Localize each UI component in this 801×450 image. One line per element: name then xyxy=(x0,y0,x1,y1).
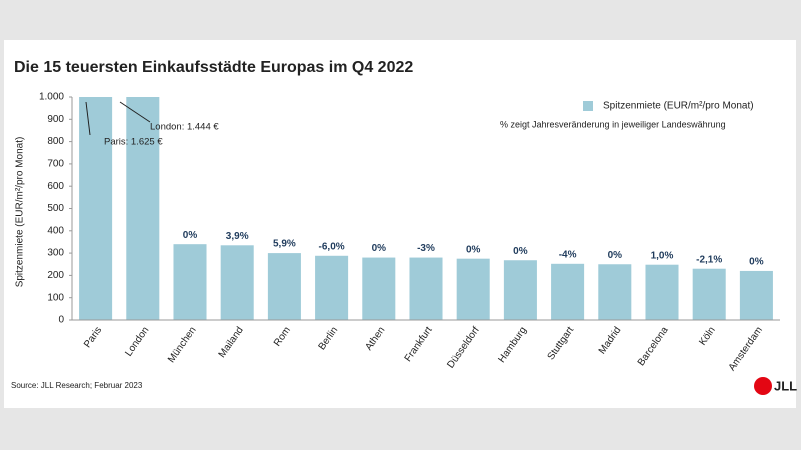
y-tick-label: 800 xyxy=(47,136,64,147)
bar xyxy=(267,253,301,320)
logo: JLL xyxy=(774,378,797,393)
change-label: -4% xyxy=(559,249,577,260)
change-label: 0% xyxy=(372,243,387,254)
bar xyxy=(409,257,443,320)
change-label: 0% xyxy=(466,244,481,255)
y-tick-label: 500 xyxy=(47,203,64,214)
y-tick-label: 400 xyxy=(47,225,64,236)
legend-label: Spitzenmiete (EUR/m²/pro Monat) xyxy=(603,101,754,112)
bar xyxy=(692,268,726,320)
y-tick-label: 200 xyxy=(47,270,64,281)
legend-note: % zeigt Jahresveränderung in jeweiliger … xyxy=(500,119,726,129)
arrow xyxy=(119,101,151,123)
y-tick-label: 700 xyxy=(47,159,64,170)
bar xyxy=(503,260,537,320)
y-tick-label: 300 xyxy=(47,248,64,259)
bar xyxy=(739,270,773,320)
change-label: 5,9% xyxy=(273,239,296,250)
logo-mark xyxy=(754,377,772,395)
change-label: 0% xyxy=(608,250,623,261)
chart-title: Die 15 teuersten Einkaufsstädte Europas … xyxy=(14,59,413,76)
bar xyxy=(456,258,490,320)
bar xyxy=(173,244,207,320)
change-label: -6,0% xyxy=(319,241,345,252)
annotation: London: 1.444 € xyxy=(150,122,219,133)
arrow xyxy=(85,101,91,136)
bar xyxy=(220,245,254,320)
change-label: 3,9% xyxy=(226,231,249,242)
change-label: 1,0% xyxy=(651,250,674,261)
y-tick-label: 1.000 xyxy=(39,92,64,103)
bar xyxy=(362,257,396,320)
change-label: -3% xyxy=(417,243,435,254)
bar xyxy=(315,255,349,320)
change-label: 0% xyxy=(513,246,528,257)
y-tick-label: 600 xyxy=(47,181,64,192)
annotation: Paris: 1.625 € xyxy=(104,137,163,148)
bar xyxy=(598,264,632,320)
legend-swatch xyxy=(583,101,593,111)
bar xyxy=(79,97,113,320)
source: Source: JLL Research; Februar 2023 xyxy=(11,381,143,390)
bar xyxy=(551,263,585,320)
change-label: -2,1% xyxy=(696,254,722,265)
bar xyxy=(645,264,679,320)
change-label: 0% xyxy=(183,230,198,241)
bar xyxy=(126,97,160,320)
change-label: 0% xyxy=(749,257,764,268)
bars xyxy=(79,97,773,320)
y-tick-label: 100 xyxy=(47,292,64,303)
y-axis-label: Spitzenmiete (EUR/m²/pro Monat) xyxy=(15,137,26,288)
y-tick-label: 900 xyxy=(47,114,64,125)
y-tick-label: 0 xyxy=(58,315,64,326)
